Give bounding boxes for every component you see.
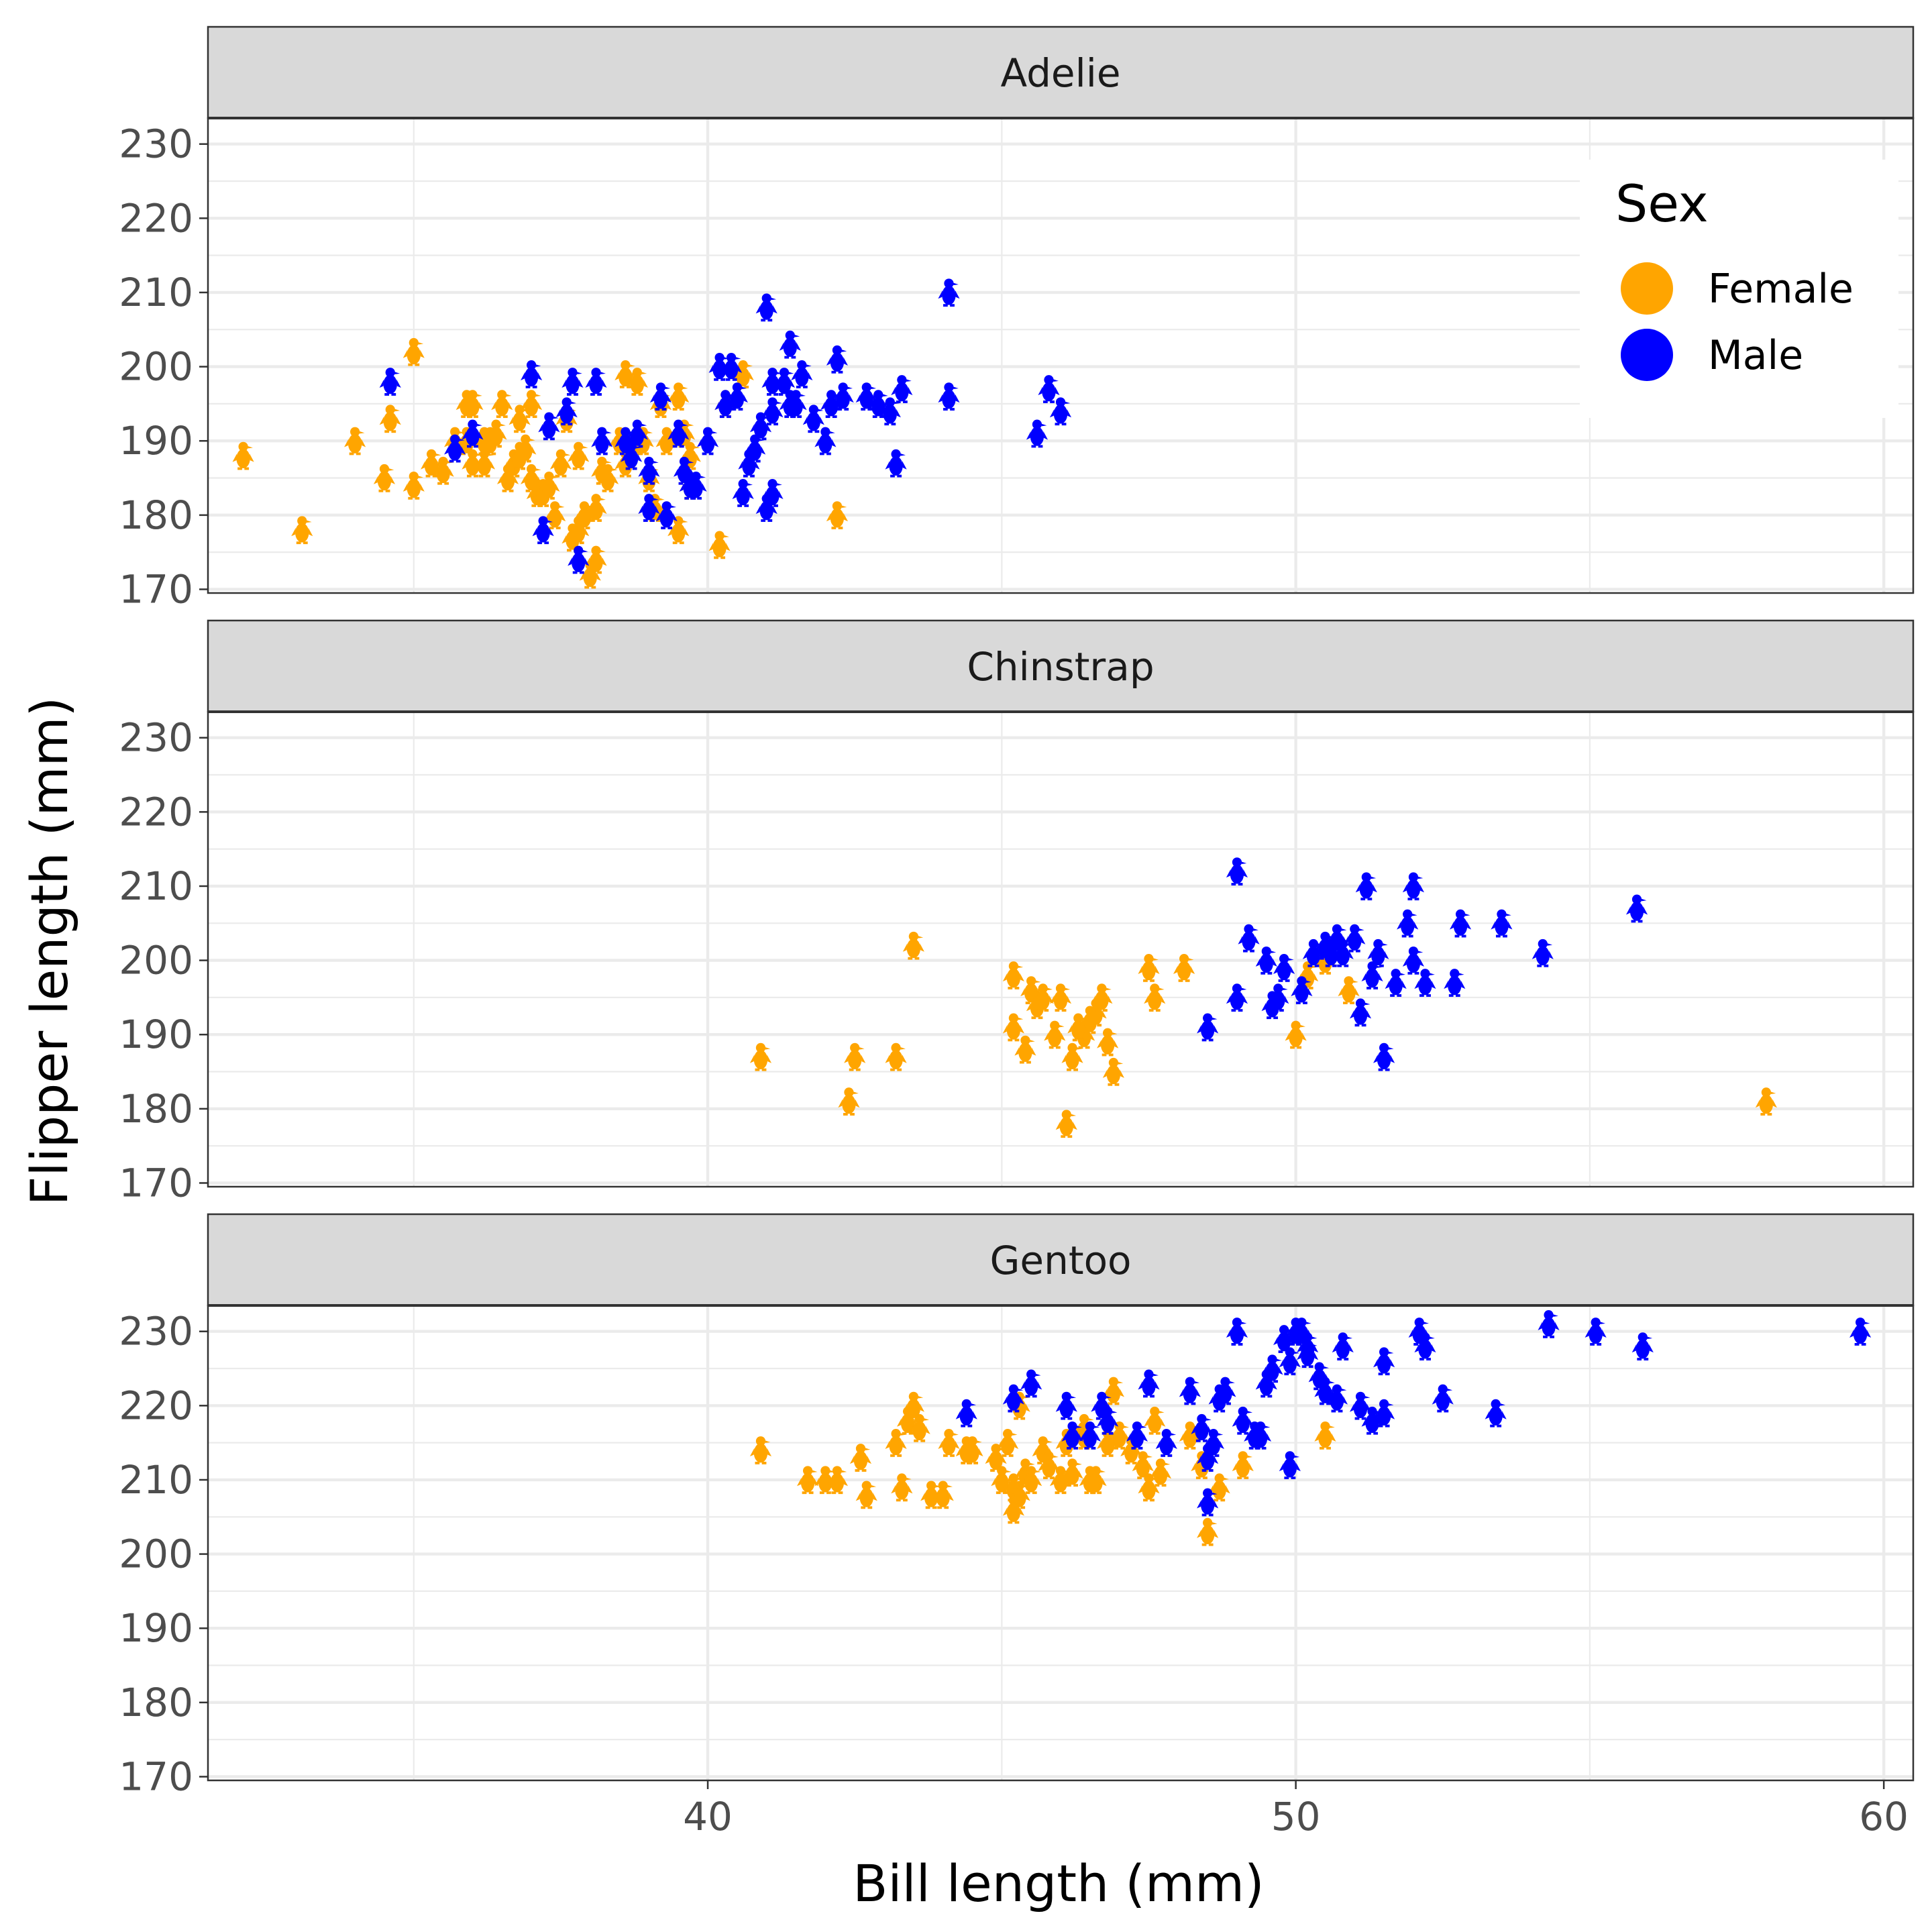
- x-tick-label: 40: [683, 1794, 733, 1839]
- facet-panel-gentoo: Gentoo 170 180 190 200 210 220 230: [119, 1213, 1915, 1799]
- panel-background: [208, 712, 1913, 1187]
- legend: Sex Female Male: [1580, 160, 1898, 418]
- y-tick-label: 210: [119, 863, 193, 909]
- x-tick-label: 50: [1271, 1794, 1321, 1839]
- y-tick-label: 230: [119, 121, 193, 167]
- y-tick-label: 190: [119, 1605, 193, 1651]
- y-tick-label: 170: [119, 1754, 193, 1799]
- facet-panels: Adelie 170 180 190 200 210 220 230 Chinstrap 170 1…: [119, 25, 1915, 1799]
- legend-title: Sex: [1615, 174, 1709, 233]
- y-tick-label: 200: [119, 1532, 193, 1577]
- y-tick-label: 210: [119, 1457, 193, 1503]
- y-axis-title: Flipper length (mm): [19, 697, 79, 1205]
- y-tick-label: 220: [119, 789, 193, 835]
- legend-swatch-female: [1621, 262, 1673, 315]
- legend-label-male: Male: [1708, 332, 1803, 379]
- y-tick-label: 220: [119, 195, 193, 241]
- facet-panel-chinstrap: Chinstrap 170 180 190 200 210 220 230: [119, 619, 1915, 1205]
- y-tick-label: 180: [119, 1086, 193, 1132]
- y-tick-label: 230: [119, 1309, 193, 1354]
- y-tick-label: 200: [119, 938, 193, 983]
- facet-strip: [207, 619, 1915, 713]
- facet-strip-label: Adelie: [1000, 50, 1120, 96]
- y-tick-label: 190: [119, 418, 193, 464]
- y-tick-label: 180: [119, 1680, 193, 1725]
- facet-strip-label: Chinstrap: [967, 644, 1154, 690]
- facet-strip-label: Gentoo: [989, 1238, 1131, 1283]
- y-tick-label: 190: [119, 1012, 193, 1057]
- y-tick-label: 210: [119, 270, 193, 315]
- y-tick-label: 220: [119, 1383, 193, 1428]
- y-tick-label: 200: [119, 344, 193, 390]
- x-tick-label: 60: [1859, 1794, 1909, 1839]
- legend-label-female: Female: [1708, 266, 1854, 313]
- x-axis-title: Bill length (mm): [853, 1854, 1264, 1913]
- x-axis: 40 50 60: [683, 1780, 1909, 1839]
- y-tick-label: 230: [119, 715, 193, 761]
- facet-strip: [207, 1213, 1915, 1307]
- panel-background: [208, 1305, 1913, 1780]
- y-tick-label: 170: [119, 1160, 193, 1205]
- y-tick-label: 170: [119, 566, 193, 612]
- legend-swatch-male: [1621, 329, 1673, 381]
- y-tick-label: 180: [119, 492, 193, 538]
